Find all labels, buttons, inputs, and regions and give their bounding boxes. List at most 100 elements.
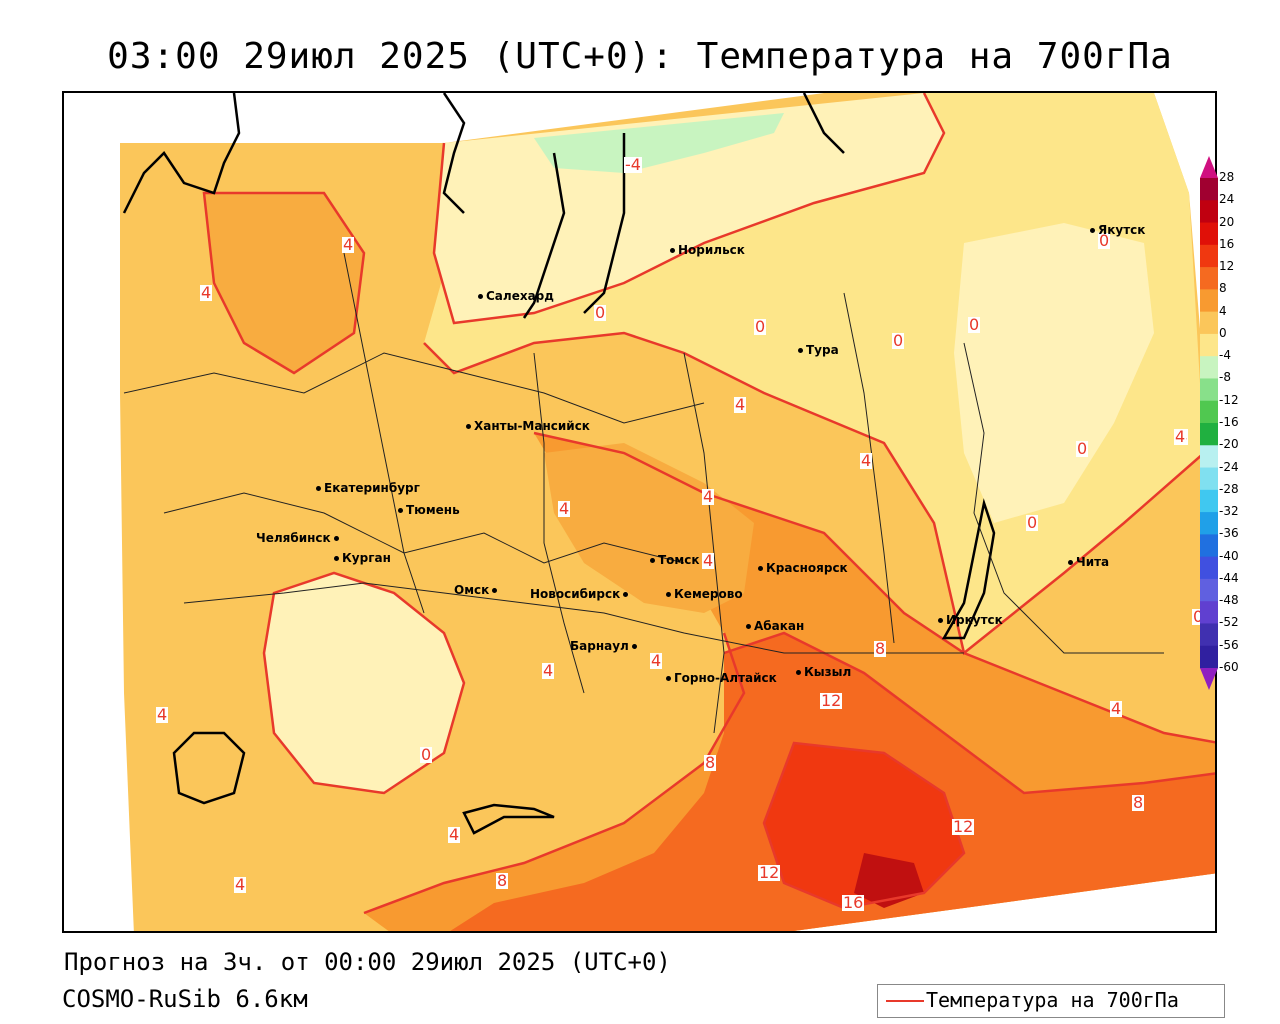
contour-label: -4 <box>624 155 642 174</box>
city-label: Барнаул <box>570 639 629 653</box>
city-dot-icon <box>666 676 671 681</box>
legend: Температура на 700гПа <box>877 984 1225 1018</box>
city-dot-icon <box>333 536 339 541</box>
contour-label: 8 <box>1132 793 1145 812</box>
contour-label: 8 <box>704 753 717 772</box>
contour-label: 0 <box>892 331 905 350</box>
colorbar-swatch <box>1200 200 1218 224</box>
map-frame: -4 4 4 0 0 0 0 0 4 4 4 4 4 0 0 4 4 4 4 0… <box>62 91 1217 933</box>
colorbar-tick-label: -40 <box>1219 548 1239 563</box>
city-label: Ханты-Мансийск <box>474 419 590 433</box>
colorbar-swatch <box>1200 601 1218 624</box>
legend-label: Температура на 700гПа <box>926 988 1179 1012</box>
contour-label: 0 <box>594 303 607 322</box>
colorbar-swatch <box>1200 645 1218 669</box>
legend-line-swatch <box>886 1000 924 1002</box>
colorbar-swatch <box>1200 311 1218 335</box>
contour-label: 4 <box>1110 699 1123 718</box>
colorbar-tick-label: -36 <box>1219 526 1239 541</box>
contour-label: 0 <box>1026 513 1039 532</box>
contour-label: 4 <box>1174 427 1187 446</box>
colorbar-tick-label: -24 <box>1219 459 1239 474</box>
city-dot-icon <box>492 588 498 593</box>
city-marker: Новосибирск <box>530 587 631 601</box>
region-boundaries <box>123 252 1164 734</box>
city-label: Курган <box>342 551 391 565</box>
contour-label: 4 <box>702 551 715 570</box>
contour-label: 4 <box>542 661 555 680</box>
city-marker: Омск <box>454 583 500 597</box>
colorbar-tick-label: 20 <box>1219 214 1235 229</box>
city-dot-icon <box>758 566 763 571</box>
city-marker: Кызыл <box>796 665 851 679</box>
city-marker: Тюмень <box>398 503 460 517</box>
field-minus4 <box>534 113 784 173</box>
city-marker: Салехард <box>478 289 554 303</box>
city-marker: Горно-Алтайск <box>666 671 777 685</box>
colorbar-tick-label: -20 <box>1219 437 1239 452</box>
city-dot-icon <box>670 248 675 253</box>
colorbar-tick-label: -56 <box>1219 637 1239 652</box>
colorbar-swatch <box>1200 222 1218 246</box>
field-4to8-central <box>544 443 754 613</box>
colorbar <box>1200 156 1218 690</box>
contour-label: 12 <box>952 817 975 836</box>
city-dot-icon <box>466 424 471 429</box>
model-name: COSMO-RuSib 6.6км <box>62 985 308 1013</box>
contour-label: 16 <box>842 893 865 912</box>
colorbar-swatch <box>1200 400 1218 424</box>
colorbar-bottom-arrow <box>1200 668 1218 690</box>
city-label: Якутск <box>1098 223 1146 237</box>
city-marker: Барнаул <box>570 639 640 653</box>
colorbar-tick-label: -44 <box>1219 570 1239 585</box>
city-label: Салехард <box>486 289 554 303</box>
city-label: Томск <box>658 553 700 567</box>
city-label: Иркутск <box>946 613 1003 627</box>
city-label: Чита <box>1076 555 1110 569</box>
colorbar-tick-label: 24 <box>1219 192 1235 207</box>
city-dot-icon <box>623 592 629 597</box>
city-label: Омск <box>454 583 490 597</box>
map-title: 03:00 29июл 2025 (UTC+0): Температура на… <box>107 36 1173 77</box>
colorbar-tick-label: -48 <box>1219 593 1239 608</box>
city-marker: Норильск <box>670 243 745 257</box>
contour-label: 12 <box>758 863 781 882</box>
colorbar-swatch <box>1200 534 1218 558</box>
city-label: Горно-Алтайск <box>674 671 777 685</box>
city-label: Красноярск <box>766 561 848 575</box>
colorbar-swatch <box>1200 333 1218 357</box>
city-marker: Ханты-Мансийск <box>466 419 590 433</box>
contour-label: 0 <box>1076 439 1089 458</box>
city-dot-icon <box>478 294 483 299</box>
city-label: Тюмень <box>406 503 460 517</box>
field-20plus <box>854 853 924 908</box>
contour-lines <box>202 93 1215 915</box>
city-label: Тура <box>806 343 839 357</box>
colorbar-tick-label: 0 <box>1219 325 1227 340</box>
field-0to4-west <box>264 573 464 793</box>
city-label: Новосибирск <box>530 587 621 601</box>
colorbar-tick-label: -12 <box>1219 392 1239 407</box>
colorbar-swatch <box>1200 378 1218 402</box>
colorbar-swatch <box>1200 356 1218 379</box>
colorbar-tick-label: 16 <box>1219 236 1235 251</box>
colorbar-tick-label: -28 <box>1219 481 1239 496</box>
city-marker: Томск <box>650 553 700 567</box>
contour-label: 8 <box>874 639 887 658</box>
city-dot-icon <box>316 486 321 491</box>
contour-label: 0 <box>754 317 767 336</box>
city-marker: Челябинск <box>256 531 342 545</box>
contour-label: 4 <box>734 395 747 414</box>
city-dot-icon <box>650 558 655 563</box>
city-marker: Тура <box>798 343 839 357</box>
colorbar-swatch <box>1200 445 1218 469</box>
city-label: Норильск <box>678 243 745 257</box>
colorbar-tick-label: -4 <box>1219 348 1231 363</box>
city-marker: Абакан <box>746 619 804 633</box>
city-marker: Екатеринбург <box>316 481 420 495</box>
city-marker: Чита <box>1068 555 1109 569</box>
contour-label: 0 <box>1098 231 1111 250</box>
contour-label: 4 <box>702 487 715 506</box>
contour-label: 0 <box>968 315 981 334</box>
temperature-field <box>64 93 1215 931</box>
